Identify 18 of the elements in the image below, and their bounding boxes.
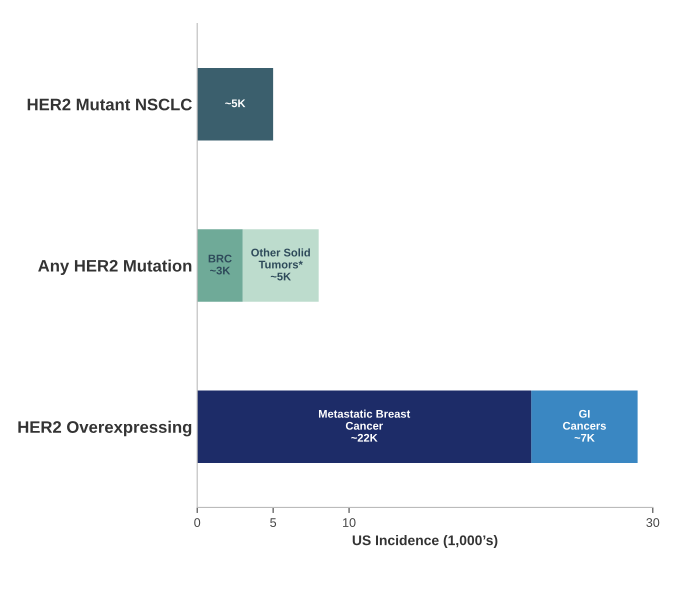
y-tick-label: HER2 Mutant NSCLC xyxy=(28,98,192,110)
x-tick-label: 10 xyxy=(343,518,356,527)
bar xyxy=(197,390,532,464)
bar xyxy=(531,390,638,464)
bar xyxy=(242,229,319,302)
x-tick-label: 30 xyxy=(646,518,660,527)
data-label: ~5K xyxy=(225,99,246,108)
y-tick-label: Any HER2 Mutation xyxy=(38,259,192,275)
data-label: Other Solid Tumors* ~5K xyxy=(251,248,310,280)
x-axis-title: US Incidence (1,000’s) xyxy=(352,535,498,548)
data-label: BRC ~3K xyxy=(208,254,232,274)
x-tick-label: 0 xyxy=(194,518,200,527)
data-label: GI Cancers ~7K xyxy=(562,410,606,442)
bar xyxy=(197,68,274,141)
y-tick-label: HER2 Overexpressing xyxy=(18,420,192,436)
bar xyxy=(197,229,243,302)
data-label: Metastatic Breast Cancer ~22K xyxy=(318,410,410,442)
x-tick-label: 5 xyxy=(270,518,276,527)
